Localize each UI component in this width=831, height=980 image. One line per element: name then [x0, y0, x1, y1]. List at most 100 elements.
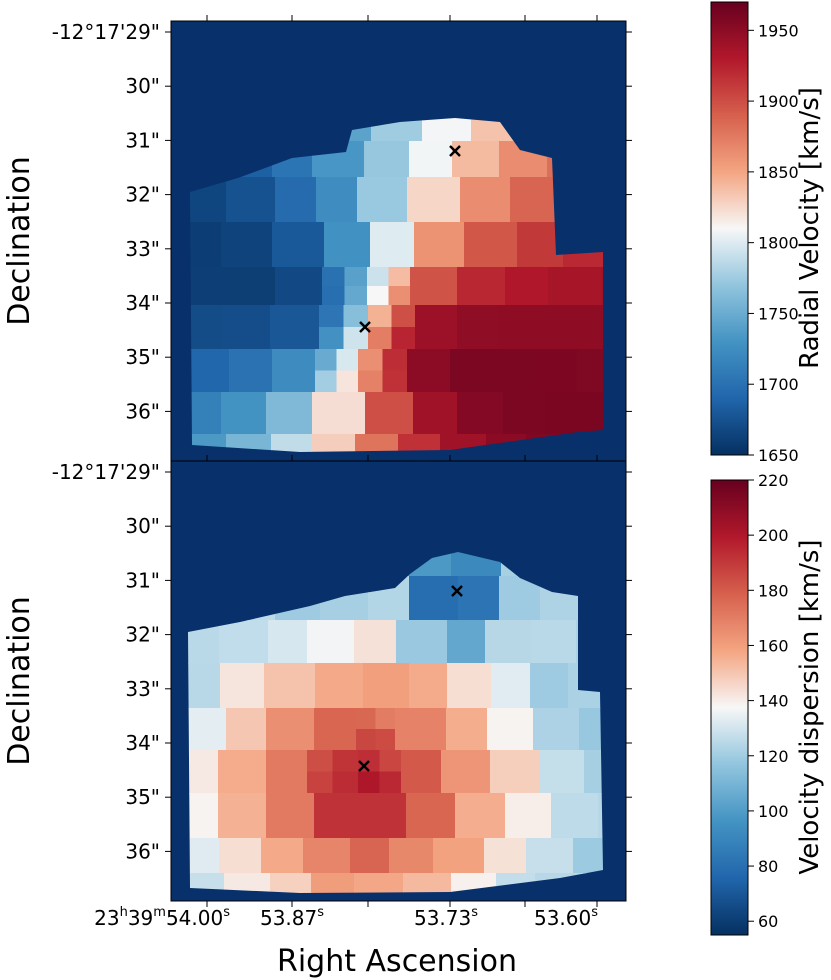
velocity-marker-companion	[449, 145, 461, 157]
colorbar-tick-label: 80	[758, 857, 778, 876]
dispersion-bin	[264, 663, 316, 709]
dispersion-colorbar: 60 80 100 120 140 160 180 200 220 Velocity dispe…	[710, 471, 825, 936]
dispersion-bin	[540, 750, 585, 794]
dispersion-bin	[389, 838, 434, 874]
colorbar-tick-label: 160	[758, 636, 789, 655]
velocity-colorbar-ticks: 1650 1700 1750 1800 1850 1900 1950	[748, 21, 799, 465]
dispersion-bin	[354, 873, 404, 893]
velocity-bin	[367, 286, 390, 306]
dispersion-bin	[433, 838, 485, 874]
dispersion-bin	[314, 793, 364, 839]
colorbar-tick-label: 200	[758, 526, 789, 545]
velocity-bin	[190, 349, 230, 393]
ra-tick-label-3: 53.60s	[534, 905, 598, 930]
dispersion-bin	[455, 793, 506, 839]
velocity-bin	[585, 305, 603, 350]
velocity-bin	[577, 349, 603, 393]
velocity-bin	[388, 286, 411, 306]
dispersion-bin	[354, 620, 397, 664]
dispersion-bin	[311, 873, 355, 893]
dispersion-frame	[170, 460, 627, 902]
dispersion-bin	[573, 838, 603, 874]
velocity-bin	[370, 222, 415, 268]
dispersion-bin	[490, 750, 541, 794]
velocity-colorbar-label: Radial Velocity [km/s]	[795, 87, 825, 369]
dispersion-bin	[218, 793, 267, 839]
dispersion-bin	[584, 750, 603, 794]
dispersion-bin	[314, 708, 357, 751]
velocity-bin	[364, 141, 410, 178]
dispersion-colorbar-ticks: 60 80 100 120 140 160 180 200 220	[748, 471, 789, 931]
dispersion-ylabel: Declination	[2, 596, 37, 766]
dispersion-bin	[409, 663, 448, 709]
dispersion-bin	[315, 663, 364, 709]
dispersion-bin	[363, 663, 410, 709]
dispersion-bin	[307, 620, 355, 664]
velocity-bin	[413, 392, 458, 435]
velocity-bin	[367, 267, 390, 287]
colorbar-tick-label: 1750	[758, 304, 799, 323]
velocity-y-ticks: -12°17'29" 30" 31" 32" 33" 34" 35" 36"	[52, 20, 632, 423]
velocity-bin	[275, 267, 323, 306]
y-tick-label: 36"	[125, 839, 160, 863]
dispersion-bin	[395, 708, 447, 751]
velocity-bin	[533, 349, 578, 393]
colorbar-tick-label: 1850	[758, 163, 799, 182]
colorbar-tick-label: 60	[758, 912, 778, 931]
colorbar-tick-label: 100	[758, 802, 789, 821]
dispersion-bin	[409, 576, 459, 621]
dispersion-bin	[446, 708, 488, 751]
velocity-bin	[391, 305, 416, 328]
velocity-colorbar-bar	[710, 1, 749, 456]
velocity-bin	[336, 370, 359, 393]
velocity-bin	[344, 267, 368, 287]
dispersion-bin	[270, 873, 312, 893]
colorbar-tick-label: 1950	[758, 21, 799, 40]
y-tick-label: 30"	[125, 74, 160, 98]
dispersion-bin	[188, 793, 219, 839]
dispersion-bin	[505, 793, 552, 839]
dispersion-bin	[379, 771, 402, 794]
ra-tick-label-0: 23h39m54.00s	[94, 905, 230, 930]
dispersion-bin	[401, 750, 442, 794]
dispersion-bin	[350, 838, 390, 874]
velocity-bin	[315, 349, 338, 372]
velocity-bin	[457, 305, 498, 350]
velocity-bin	[319, 305, 345, 328]
velocity-bin	[391, 327, 416, 350]
velocity-bin	[510, 177, 558, 223]
velocity-bin	[270, 305, 320, 350]
velocity-bin	[343, 305, 369, 328]
y-tick-label: 30"	[125, 514, 160, 538]
velocity-bin	[358, 349, 384, 372]
velocity-bin	[324, 222, 371, 268]
dispersion-bin	[188, 663, 221, 709]
velocity-bin	[382, 370, 408, 393]
dispersion-colorbar-label: Velocity dispersion [km/s]	[795, 539, 825, 874]
velocity-bin	[382, 349, 408, 372]
dispersion-bin	[224, 873, 271, 893]
y-tick-label: 31"	[125, 568, 160, 592]
dispersion-bin	[266, 793, 315, 839]
dispersion-bin	[491, 663, 531, 709]
dispersion-marker-companion	[451, 585, 463, 597]
dispersion-bin	[485, 620, 532, 664]
dispersion-bin	[188, 750, 219, 794]
velocity-bin	[601, 267, 603, 306]
y-tick-label: 34"	[125, 731, 160, 755]
dispersion-bin	[266, 708, 315, 751]
dispersion-bin	[403, 873, 452, 893]
velocity-bin	[548, 267, 602, 306]
velocity-bin	[398, 434, 441, 452]
dispersion-x-ticks	[206, 455, 598, 907]
dispersion-bin	[526, 838, 574, 874]
velocity-colorbar: 1650 1700 1750 1800 1850 1900 1950 Radial Velo…	[710, 1, 825, 465]
velocity-bin	[190, 222, 222, 268]
velocity-bin	[311, 434, 356, 452]
colorbar-tick-label: 1650	[758, 446, 799, 465]
velocity-bin	[464, 222, 518, 268]
dispersion-bin	[307, 750, 334, 773]
velocity-bin	[222, 305, 271, 350]
velocity-bin	[190, 392, 222, 435]
